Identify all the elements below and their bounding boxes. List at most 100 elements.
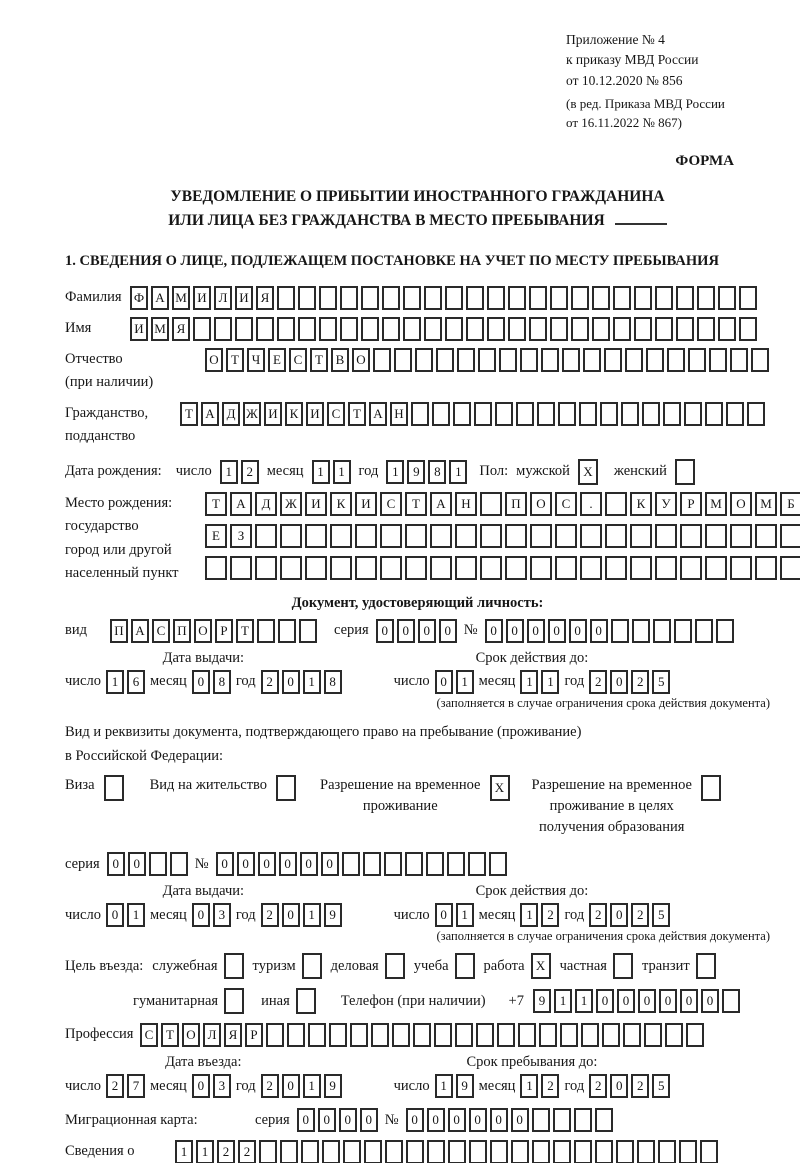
char-box <box>340 316 358 341</box>
char-box <box>295 988 316 1015</box>
char-box: 0 <box>405 1108 424 1133</box>
char-box: З <box>230 523 252 548</box>
char-box <box>680 523 702 548</box>
char-box: 8 <box>212 669 231 694</box>
purpose-other-checkbox <box>295 988 316 1015</box>
permit-issue-heading: Дата выдачи: <box>162 883 245 900</box>
title-blank-line <box>614 222 667 225</box>
char-box: И <box>235 285 253 310</box>
char-box <box>436 347 454 372</box>
char-box <box>403 316 421 341</box>
char-box: Т <box>405 491 427 516</box>
char-box <box>755 555 777 580</box>
purpose-tourism-checkbox <box>301 953 322 980</box>
char-box <box>487 316 505 341</box>
char-box: 0 <box>616 989 635 1014</box>
char-box: Р <box>680 491 702 516</box>
char-box: 2 <box>541 1074 560 1099</box>
char-box <box>555 555 577 580</box>
char-box: 5 <box>652 1074 671 1099</box>
char-box: 0 <box>299 852 318 877</box>
char-box: 0 <box>338 1108 357 1133</box>
char-box: 5 <box>652 669 671 694</box>
char-box <box>214 316 232 341</box>
char-box <box>330 523 352 548</box>
stay-until-heading: Срок пребывания до: <box>466 1054 598 1071</box>
visa-checkbox <box>103 775 124 801</box>
char-box: 7 <box>126 1074 145 1099</box>
char-box <box>301 1140 319 1163</box>
char-box <box>287 1023 305 1048</box>
char-box <box>103 775 124 801</box>
day-word: число <box>65 673 101 690</box>
purpose-work: работа X <box>484 953 551 980</box>
char-box <box>430 555 452 580</box>
char-box: Р <box>245 1023 263 1048</box>
purpose-other: иная <box>261 988 316 1015</box>
char-box: Т <box>161 1023 179 1048</box>
char-box: 0 <box>489 1108 508 1133</box>
char-box: 1 <box>126 903 145 928</box>
char-box: П <box>110 618 128 643</box>
series-word: серия <box>255 1111 290 1128</box>
char-box <box>655 555 677 580</box>
char-box <box>705 401 723 426</box>
char-box: А <box>131 618 149 643</box>
birth-date-label: Дата рождения: <box>65 463 162 480</box>
sex-label: Пол: <box>479 463 509 480</box>
char-box <box>404 852 423 877</box>
char-box: Б <box>780 491 800 516</box>
char-box: Ф <box>130 285 148 310</box>
char-box <box>709 347 727 372</box>
residence-doc-intro: Вид и реквизиты документа, подтверждающе… <box>65 723 582 765</box>
char-box <box>490 1140 508 1163</box>
char-box: 1 <box>455 903 474 928</box>
char-box: И <box>193 285 211 310</box>
char-box <box>355 555 377 580</box>
char-box: С <box>555 491 577 516</box>
char-box <box>255 523 277 548</box>
char-box <box>511 1140 529 1163</box>
char-box <box>520 347 538 372</box>
char-box <box>403 285 421 310</box>
char-box: С <box>140 1023 158 1048</box>
section-1-heading: 1. СВЕДЕНИЯ О ЛИЦЕ, ПОДЛЕЖАЩЕМ ПОСТАНОВК… <box>65 252 719 269</box>
char-box: 1 <box>455 669 474 694</box>
sex-male-checkbox: X <box>577 458 598 485</box>
char-box: 2 <box>105 1074 124 1099</box>
char-box: И <box>130 316 148 341</box>
char-box: Е <box>268 347 286 372</box>
char-box: М <box>172 285 190 310</box>
char-box <box>652 618 671 643</box>
char-box <box>580 523 602 548</box>
char-box <box>780 555 800 580</box>
residence-permit-label: Вид на жительство <box>149 777 268 793</box>
char-box: О <box>352 347 370 372</box>
char-box <box>558 401 576 426</box>
char-box: 0 <box>679 989 698 1014</box>
char-box: У <box>655 491 677 516</box>
char-box <box>205 555 227 580</box>
char-box <box>663 401 681 426</box>
char-box <box>655 285 673 310</box>
doc-type-label: вид <box>65 622 87 639</box>
char-box <box>476 1023 494 1048</box>
year-word: год <box>235 673 256 690</box>
char-box <box>280 1140 298 1163</box>
purpose-official-checkbox <box>223 953 244 980</box>
char-box: С <box>327 401 345 426</box>
char-box <box>277 316 295 341</box>
form-title-line2: ИЛИ ЛИЦА БЕЗ ГРАЖДАНСТВА В МЕСТО ПРЕБЫВА… <box>168 211 605 229</box>
char-box: 2 <box>260 903 279 928</box>
char-box <box>380 555 402 580</box>
char-box: 0 <box>610 903 629 928</box>
patronymic-label: Отчество (при наличии) <box>65 350 154 391</box>
char-box: 0 <box>595 989 614 1014</box>
char-box: 2 <box>238 1140 256 1163</box>
char-box <box>674 458 695 485</box>
char-box <box>613 285 631 310</box>
